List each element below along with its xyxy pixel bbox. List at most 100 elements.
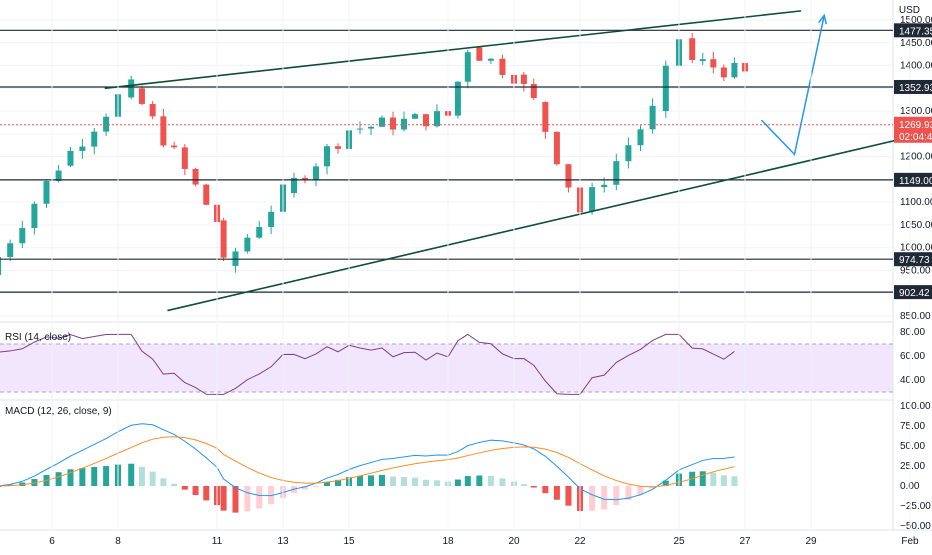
macd-histogram-bar xyxy=(465,476,471,486)
candle-body xyxy=(335,146,341,149)
price-tick-label: 1050.00 xyxy=(900,220,932,231)
candle-body xyxy=(150,104,156,116)
candle-body xyxy=(103,117,109,132)
macd-histogram-bar xyxy=(731,476,737,486)
macd-tick-label: −25.00 xyxy=(900,501,931,512)
macd-histogram-bar xyxy=(488,476,494,486)
candle-body xyxy=(203,185,209,205)
candle-body xyxy=(721,67,727,77)
macd-histogram-bar xyxy=(56,472,62,486)
level-price-tag-label: 1149.00 xyxy=(899,176,932,187)
macd-histogram-bar xyxy=(182,486,188,490)
candle-body xyxy=(171,145,177,147)
macd-histogram-bar xyxy=(160,478,166,486)
time-tick-label: 29 xyxy=(805,536,817,547)
candle-body xyxy=(663,66,669,111)
macd-histogram-bar xyxy=(434,480,440,486)
candle-body xyxy=(554,132,560,164)
candle-body xyxy=(44,181,50,204)
price-tick-label: 1450.00 xyxy=(900,38,932,49)
macd-histogram-bar xyxy=(103,466,109,486)
macd-histogram-bar xyxy=(139,467,145,486)
macd-histogram-bar xyxy=(232,486,238,513)
candle-body xyxy=(160,116,166,145)
price-tick-label: 1000.00 xyxy=(900,243,932,254)
rsi-band xyxy=(0,344,893,392)
candle-body xyxy=(256,227,262,238)
candle-body xyxy=(601,185,607,187)
macd-histogram-bar xyxy=(91,467,97,486)
candle-body xyxy=(182,147,188,169)
macd-histogram-bar xyxy=(455,480,461,486)
candle-body xyxy=(244,238,250,252)
rsi-band-fill xyxy=(0,344,893,392)
macd-tick-label: −50.00 xyxy=(900,521,931,532)
candle-body xyxy=(31,204,37,228)
candle-body xyxy=(521,75,527,84)
candle-body xyxy=(625,145,631,161)
macd-histogram-bar xyxy=(521,484,527,486)
time-tick-label: 13 xyxy=(277,536,289,547)
candle-body xyxy=(221,220,227,257)
candle-body xyxy=(689,38,695,60)
macd-histogram-bar xyxy=(531,486,537,488)
candle-body xyxy=(268,212,274,227)
time-tick-label: 8 xyxy=(115,536,121,547)
candle-body xyxy=(613,161,619,185)
macd-histogram-bar xyxy=(721,475,727,486)
macd-histogram-bar xyxy=(203,486,209,500)
macd-histogram-bar xyxy=(256,486,262,508)
macd-histogram-bar xyxy=(171,484,177,486)
candle-body xyxy=(7,243,13,257)
rsi-title: RSI (14, close) xyxy=(5,332,71,343)
macd-histogram-bar xyxy=(499,478,505,486)
macd-histogram-bar xyxy=(542,486,548,493)
rsi-tick-label: 60.00 xyxy=(900,351,925,362)
price-tick-label: 850.00 xyxy=(900,311,931,322)
macd-histogram-bar xyxy=(379,475,385,486)
level-price-tag-label: 974.73 xyxy=(899,255,930,266)
candle-body xyxy=(710,59,716,67)
candle-body xyxy=(368,127,374,129)
candle-body xyxy=(128,79,134,97)
candle-body xyxy=(313,166,319,180)
macd-histogram-bar xyxy=(565,486,571,506)
price-tick-label: 1300.00 xyxy=(900,106,932,117)
candle-body xyxy=(488,59,494,61)
candle-body xyxy=(379,118,385,127)
time-tick-label: 11 xyxy=(212,536,223,547)
candle-body xyxy=(412,114,418,119)
macd-histogram-bar xyxy=(357,476,363,486)
time-tick-label: 20 xyxy=(508,536,520,547)
macd-histogram-bar xyxy=(710,473,716,486)
candle-body xyxy=(434,111,440,126)
macd-histogram-bar xyxy=(313,486,319,487)
price-tick-label: 1400.00 xyxy=(900,61,932,72)
macd-histogram-bar xyxy=(601,486,607,509)
time-tick-label: 15 xyxy=(343,536,355,547)
macd-histogram-bar xyxy=(476,476,482,486)
rsi-tick-label: 80.00 xyxy=(900,327,925,338)
candle-body xyxy=(476,47,482,60)
macd-tick-label: 25.00 xyxy=(900,461,925,472)
price-tick-label: 950.00 xyxy=(900,265,931,276)
candle-body xyxy=(700,59,706,61)
time-tick-label: 25 xyxy=(673,536,685,547)
candle-body xyxy=(542,102,548,132)
countdown-label: 02:04:43 xyxy=(899,132,932,143)
macd-histogram-bar xyxy=(368,475,374,486)
macd-tick-label: 100.00 xyxy=(900,401,931,412)
candle-body xyxy=(401,119,407,130)
candle-body xyxy=(390,118,396,130)
last-price-label: 1269.93 xyxy=(899,120,932,131)
time-tick-label: 27 xyxy=(739,536,751,547)
candle-body xyxy=(465,52,471,81)
macd-histogram-bar xyxy=(554,486,560,500)
macd-histogram-bar xyxy=(390,476,396,486)
macd-tick-label: 50.00 xyxy=(900,441,925,452)
candle-body xyxy=(324,146,330,166)
level-price-tag-label: 1352.93 xyxy=(899,83,932,94)
rsi-tick-label: 40.00 xyxy=(900,375,925,386)
